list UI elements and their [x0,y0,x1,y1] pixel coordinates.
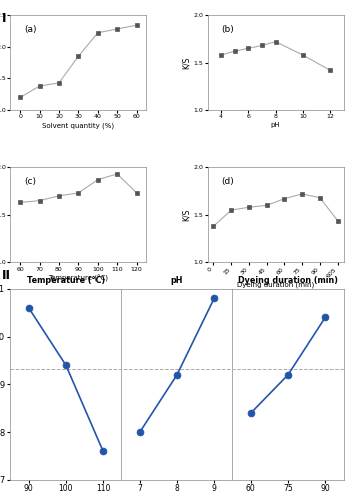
Text: I: I [2,12,6,26]
Text: (d): (d) [221,177,234,186]
X-axis label: pH: pH [271,122,280,128]
Text: (b): (b) [221,24,234,34]
Text: Dyeing duration (min): Dyeing duration (min) [238,276,338,285]
Text: Temperature (°C): Temperature (°C) [27,276,105,285]
Text: II: II [2,269,11,282]
Y-axis label: K/S: K/S [182,208,191,221]
X-axis label: Solvent quantity (%): Solvent quantity (%) [42,122,115,128]
X-axis label: Dyeing duration (min): Dyeing duration (min) [237,281,314,287]
Text: (a): (a) [24,24,36,34]
Text: pH: pH [171,276,183,285]
Y-axis label: K/S: K/S [182,56,191,69]
Text: (c): (c) [24,177,36,186]
X-axis label: Temperature (°C): Temperature (°C) [48,274,108,281]
